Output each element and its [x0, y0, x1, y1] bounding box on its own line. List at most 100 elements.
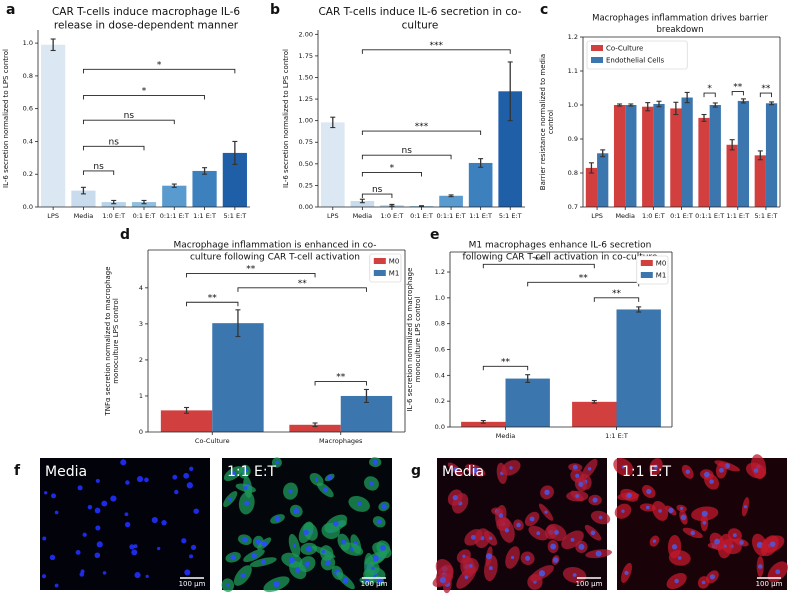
- significance-bracket: [361, 172, 422, 177]
- nucleus: [305, 546, 312, 552]
- nucleus: [189, 554, 194, 559]
- nucleus: [701, 580, 706, 585]
- y-axis-label: Barrier resistance normalized to media: [539, 54, 547, 190]
- nucleus: [653, 464, 659, 470]
- chart-title: culture: [402, 20, 439, 32]
- nucleus: [624, 570, 629, 576]
- nucleus: [538, 570, 546, 577]
- x-tick-label: 0:1 E:T: [410, 212, 433, 220]
- nucleus: [572, 573, 577, 577]
- nucleus: [96, 541, 103, 548]
- panel-label: f: [14, 463, 21, 479]
- bar: [597, 153, 609, 207]
- nucleus: [690, 530, 695, 536]
- nucleus: [757, 564, 763, 569]
- nucleus: [303, 529, 309, 536]
- chart-title: following CAR T-cell activation in co-cu…: [463, 253, 658, 263]
- image-label: 1:1 E:T: [227, 464, 277, 480]
- nucleus: [226, 583, 230, 587]
- significance-bracket: [759, 92, 773, 98]
- x-tick-label: 5:1 E:T: [755, 212, 778, 220]
- nucleus: [184, 569, 191, 576]
- nucleus: [243, 486, 248, 491]
- nucleus: [87, 504, 93, 510]
- legend-swatch: [591, 57, 603, 63]
- nucleus: [242, 536, 248, 543]
- panel-label: g: [411, 463, 421, 479]
- scale-label: 100 μm: [576, 580, 603, 588]
- image-label: Media: [442, 464, 484, 480]
- legend-swatch: [640, 260, 653, 266]
- bar: [572, 401, 617, 427]
- significance-label: **: [579, 273, 589, 283]
- nucleus: [325, 560, 331, 566]
- nucleus: [504, 528, 510, 533]
- x-tick-label: LPS: [47, 212, 59, 220]
- nucleus: [274, 515, 281, 522]
- x-tick-label: 0:1:1 E:T: [695, 212, 724, 220]
- y-tick-label: 0.9: [568, 135, 578, 143]
- y-tick-label: 0.0: [23, 203, 33, 211]
- nucleus: [578, 543, 585, 550]
- nucleus: [80, 569, 85, 574]
- y-tick-label: 4: [139, 284, 143, 292]
- nucleus: [174, 489, 179, 495]
- y-tick-label: 1.0: [568, 101, 578, 109]
- y-tick-label: 0.6: [23, 105, 33, 113]
- significance-label: **: [336, 373, 346, 383]
- nucleus: [376, 577, 383, 584]
- bar: [439, 195, 463, 207]
- significance-label: **: [761, 84, 771, 94]
- nucleus: [124, 521, 131, 528]
- nucleus: [702, 520, 707, 525]
- bar: [101, 202, 126, 207]
- y-tick-label: 0.8: [23, 72, 33, 80]
- panel-label: e: [430, 227, 440, 243]
- nucleus: [314, 477, 319, 482]
- legend-box: [586, 40, 688, 70]
- y-tick-label: 1: [139, 392, 143, 400]
- nucleus: [372, 459, 378, 465]
- nucleus: [510, 555, 515, 560]
- significance-label: **: [208, 293, 218, 303]
- bar: [653, 103, 665, 207]
- y-tick-label: 1.0: [23, 39, 33, 47]
- nucleus: [592, 497, 598, 503]
- significance-label: **: [501, 357, 511, 367]
- y-axis-label: IL-6 secretion normalized to LPS control: [282, 49, 290, 188]
- nucleus: [718, 467, 724, 473]
- micrograph: [40, 458, 210, 590]
- y-tick-label: 1.2: [568, 33, 578, 41]
- nucleus: [110, 495, 117, 502]
- y-tick-label: 0.75: [299, 138, 313, 146]
- nucleus: [709, 574, 715, 580]
- nucleus: [544, 489, 550, 496]
- nucleus: [326, 474, 333, 481]
- nucleus: [193, 508, 199, 514]
- x-tick-label: 1:1 E:T: [726, 212, 749, 220]
- nucleus: [321, 550, 326, 554]
- legend-label: M0: [656, 260, 667, 268]
- x-tick-label: 1:0 E:T: [102, 212, 125, 220]
- chart-title: release in dose-dependent manner: [54, 20, 239, 32]
- nucleus: [595, 550, 602, 557]
- chart-title: Macrophage inflammation is enhanced in c…: [173, 241, 376, 251]
- legend-label: M1: [656, 272, 667, 280]
- significance-label: ***: [430, 41, 444, 51]
- bar: [162, 185, 187, 207]
- x-tick-label: LPS: [591, 212, 603, 220]
- nucleus: [732, 533, 737, 538]
- significance-bracket: [361, 130, 482, 136]
- nucleus: [769, 541, 776, 547]
- bar: [681, 97, 693, 207]
- y-tick-label: 1.50: [299, 73, 313, 81]
- y-tick-label: 1.2: [435, 268, 445, 276]
- nucleus: [739, 540, 744, 545]
- nucleus: [621, 465, 625, 469]
- nucleus: [230, 470, 236, 477]
- significance-bracket: [82, 95, 206, 100]
- x-tick-label: 1:1 E:T: [193, 212, 216, 220]
- bar: [192, 170, 217, 207]
- x-tick-label: Media: [496, 432, 516, 440]
